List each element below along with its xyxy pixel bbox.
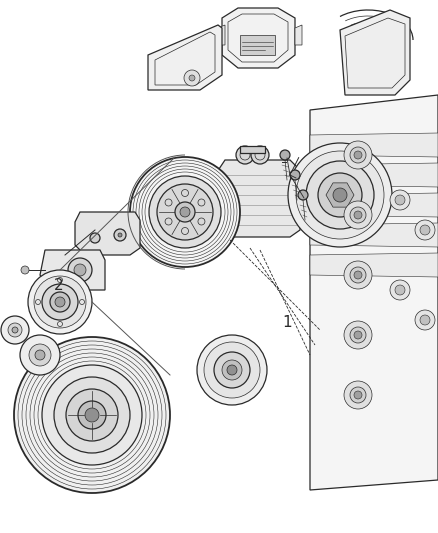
Circle shape bbox=[114, 229, 126, 241]
Polygon shape bbox=[222, 8, 295, 68]
Circle shape bbox=[350, 387, 366, 403]
Circle shape bbox=[74, 264, 86, 276]
Circle shape bbox=[251, 146, 269, 164]
Circle shape bbox=[149, 176, 221, 248]
Circle shape bbox=[222, 360, 242, 380]
Circle shape bbox=[28, 270, 92, 334]
Polygon shape bbox=[326, 183, 354, 207]
Circle shape bbox=[350, 327, 366, 343]
Circle shape bbox=[12, 327, 18, 333]
Circle shape bbox=[1, 316, 29, 344]
Circle shape bbox=[350, 147, 366, 163]
Text: 1: 1 bbox=[282, 315, 292, 330]
Circle shape bbox=[344, 141, 372, 169]
Circle shape bbox=[20, 335, 60, 375]
Circle shape bbox=[395, 195, 405, 205]
Circle shape bbox=[189, 75, 195, 81]
Circle shape bbox=[354, 211, 362, 219]
Circle shape bbox=[55, 297, 65, 307]
Circle shape bbox=[333, 188, 347, 202]
Circle shape bbox=[296, 151, 384, 239]
Polygon shape bbox=[310, 223, 438, 247]
Circle shape bbox=[350, 267, 366, 283]
Circle shape bbox=[420, 225, 430, 235]
Polygon shape bbox=[295, 25, 302, 45]
Circle shape bbox=[290, 170, 300, 180]
Circle shape bbox=[42, 365, 142, 465]
Polygon shape bbox=[310, 133, 438, 157]
Circle shape bbox=[118, 233, 122, 237]
Polygon shape bbox=[75, 212, 140, 255]
Circle shape bbox=[66, 389, 118, 441]
Circle shape bbox=[318, 173, 362, 217]
Polygon shape bbox=[340, 10, 410, 95]
Circle shape bbox=[157, 184, 213, 240]
Circle shape bbox=[298, 190, 308, 200]
Circle shape bbox=[344, 381, 372, 409]
Circle shape bbox=[214, 352, 250, 388]
Circle shape bbox=[130, 157, 240, 267]
Polygon shape bbox=[310, 95, 438, 490]
Circle shape bbox=[184, 70, 200, 86]
Circle shape bbox=[227, 365, 237, 375]
Circle shape bbox=[280, 150, 290, 160]
Circle shape bbox=[344, 201, 372, 229]
Polygon shape bbox=[310, 253, 438, 277]
Polygon shape bbox=[240, 35, 275, 55]
Polygon shape bbox=[40, 250, 105, 290]
Circle shape bbox=[354, 151, 362, 159]
Circle shape bbox=[197, 335, 267, 405]
Circle shape bbox=[175, 202, 195, 222]
Circle shape bbox=[42, 284, 78, 320]
Circle shape bbox=[354, 391, 362, 399]
Circle shape bbox=[236, 146, 254, 164]
Circle shape bbox=[21, 266, 29, 274]
Circle shape bbox=[35, 350, 45, 360]
Circle shape bbox=[78, 401, 106, 429]
Circle shape bbox=[390, 190, 410, 210]
Circle shape bbox=[54, 377, 130, 453]
Circle shape bbox=[344, 261, 372, 289]
Circle shape bbox=[288, 143, 392, 247]
Circle shape bbox=[354, 331, 362, 339]
Circle shape bbox=[68, 258, 92, 282]
Circle shape bbox=[8, 323, 22, 337]
Circle shape bbox=[50, 292, 70, 312]
Polygon shape bbox=[215, 160, 300, 237]
Text: 2: 2 bbox=[54, 278, 64, 293]
Circle shape bbox=[415, 220, 435, 240]
Circle shape bbox=[415, 310, 435, 330]
Polygon shape bbox=[310, 193, 438, 217]
Circle shape bbox=[344, 321, 372, 349]
Circle shape bbox=[395, 285, 405, 295]
Circle shape bbox=[420, 315, 430, 325]
Circle shape bbox=[354, 271, 362, 279]
Circle shape bbox=[306, 161, 374, 229]
Polygon shape bbox=[240, 146, 265, 153]
Polygon shape bbox=[310, 163, 438, 187]
Circle shape bbox=[390, 280, 410, 300]
Circle shape bbox=[180, 207, 190, 217]
Circle shape bbox=[90, 233, 100, 243]
Circle shape bbox=[350, 207, 366, 223]
Circle shape bbox=[29, 344, 51, 366]
Circle shape bbox=[85, 408, 99, 422]
Polygon shape bbox=[148, 25, 222, 90]
Polygon shape bbox=[218, 25, 225, 45]
Circle shape bbox=[204, 342, 260, 398]
Circle shape bbox=[34, 276, 86, 328]
Circle shape bbox=[14, 337, 170, 493]
